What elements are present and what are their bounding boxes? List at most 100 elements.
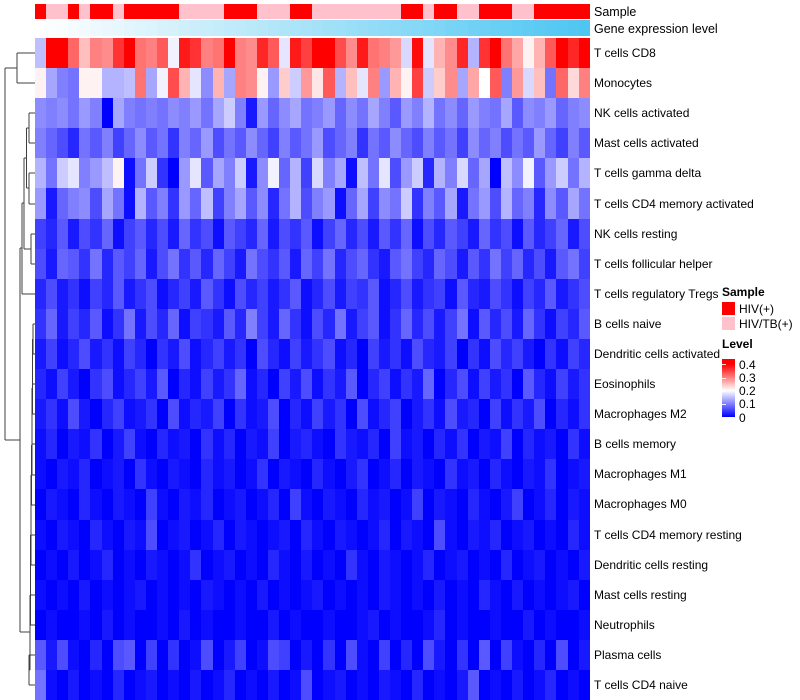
heatmap-cell [500,369,513,400]
heatmap-cell [79,278,91,309]
heatmap-cell [234,218,246,249]
legend-swatch [722,302,735,315]
heatmap-cell [123,188,135,219]
heatmap-cell [123,338,135,370]
heatmap-cell [112,38,124,69]
heatmap-row [35,248,590,279]
heatmap-cell [79,609,91,640]
heatmap-cell [545,489,557,520]
heatmap-cell [267,399,280,430]
gene-expression-annotation-cell [467,20,479,36]
heatmap-cell [523,609,535,640]
heatmap-cell [179,579,191,610]
heatmap-cell [179,369,191,400]
heatmap-cell [478,429,490,460]
heatmap-cell [401,68,413,99]
heatmap-cell [578,38,590,69]
heatmap-cell [500,669,513,700]
heatmap-cell [90,639,102,670]
heatmap-cell [323,278,335,309]
heatmap-cell [301,669,313,700]
heatmap-cell [301,429,313,460]
sample-annotation-cell [90,4,102,19]
heatmap-cell [267,549,280,580]
heatmap-cell [35,459,47,490]
heatmap-cell [456,459,468,490]
heatmap-cell [256,609,268,640]
sample-annotation-cell [68,4,80,19]
heatmap-cell [467,429,479,460]
heatmap-cell [256,188,268,219]
heatmap-cell [523,278,535,309]
heatmap-cell [90,248,102,279]
heatmap-cell [523,399,535,430]
heatmap-row [35,278,590,309]
heatmap-cell [500,459,513,490]
heatmap-cell [290,639,302,670]
heatmap-cell [390,218,402,249]
heatmap-cell [556,669,568,700]
heatmap-cell [279,278,291,309]
heatmap-cell [267,128,280,159]
heatmap-cell [290,248,302,279]
heatmap-cell [35,308,47,339]
heatmap-cell [345,489,357,520]
heatmap-cell [179,308,191,339]
heatmap-cell [46,639,58,670]
heatmap-cell [500,98,513,129]
heatmap-cell [145,489,158,520]
heatmap-cell [57,489,69,520]
heatmap-cell [234,338,246,370]
heatmap-cell [90,429,102,460]
heatmap-cell [101,369,113,400]
heatmap-cell [423,489,435,520]
gene-expression-annotation-cell [35,20,47,36]
row-label: T cells CD4 memory activated [594,196,754,211]
legend-sample-items: HIV(+) HIV/TB(+) [722,302,800,330]
heatmap-cell [534,489,546,520]
heatmap-row [35,68,590,99]
heatmap-cell [279,549,291,580]
heatmap-cell [523,218,535,249]
heatmap-cell [467,98,479,129]
heatmap-cell [212,128,224,159]
heatmap-cell [489,218,501,249]
heatmap-cell [279,579,291,610]
heatmap-row [35,639,590,670]
heatmap-cell [412,489,424,520]
heatmap-cell [101,519,113,550]
heatmap-cell [345,609,357,640]
heatmap-cell [423,669,435,700]
heatmap-cell [79,369,91,400]
legend: Sample HIV(+) HIV/TB(+) Level 0.4 0.3 0.2 0.… [722,286,800,425]
heatmap-cell [545,38,557,69]
heatmap-cell [168,669,180,700]
heatmap-row [35,609,590,640]
heatmap-cell [489,369,501,400]
heatmap-row [35,669,590,700]
heatmap-cell [556,519,568,550]
heatmap-cell [523,459,535,490]
heatmap-cell [334,338,346,370]
heatmap-cell [201,399,213,430]
gene-expression-annotation-cell [223,20,235,36]
heatmap-cell [112,278,124,309]
heatmap-cell [378,68,390,99]
heatmap-cell [445,609,457,640]
gene-expression-annotation-cell [445,20,457,36]
heatmap-cell [256,489,268,520]
heatmap-cell [489,338,501,370]
heatmap-cell [157,158,169,189]
heatmap-row [35,399,590,430]
heatmap-cell [512,158,524,189]
level-tick-mark [722,417,726,418]
heatmap-cell [401,278,413,309]
heatmap-cell [179,609,191,640]
heatmap-cell [434,278,446,309]
heatmap-cell [79,549,91,580]
heatmap-cell [57,278,69,309]
gene-expression-annotation-cell [500,20,513,36]
heatmap-cell [223,68,235,99]
heatmap-cell [489,459,501,490]
level-tick-label: 0 [739,410,746,425]
